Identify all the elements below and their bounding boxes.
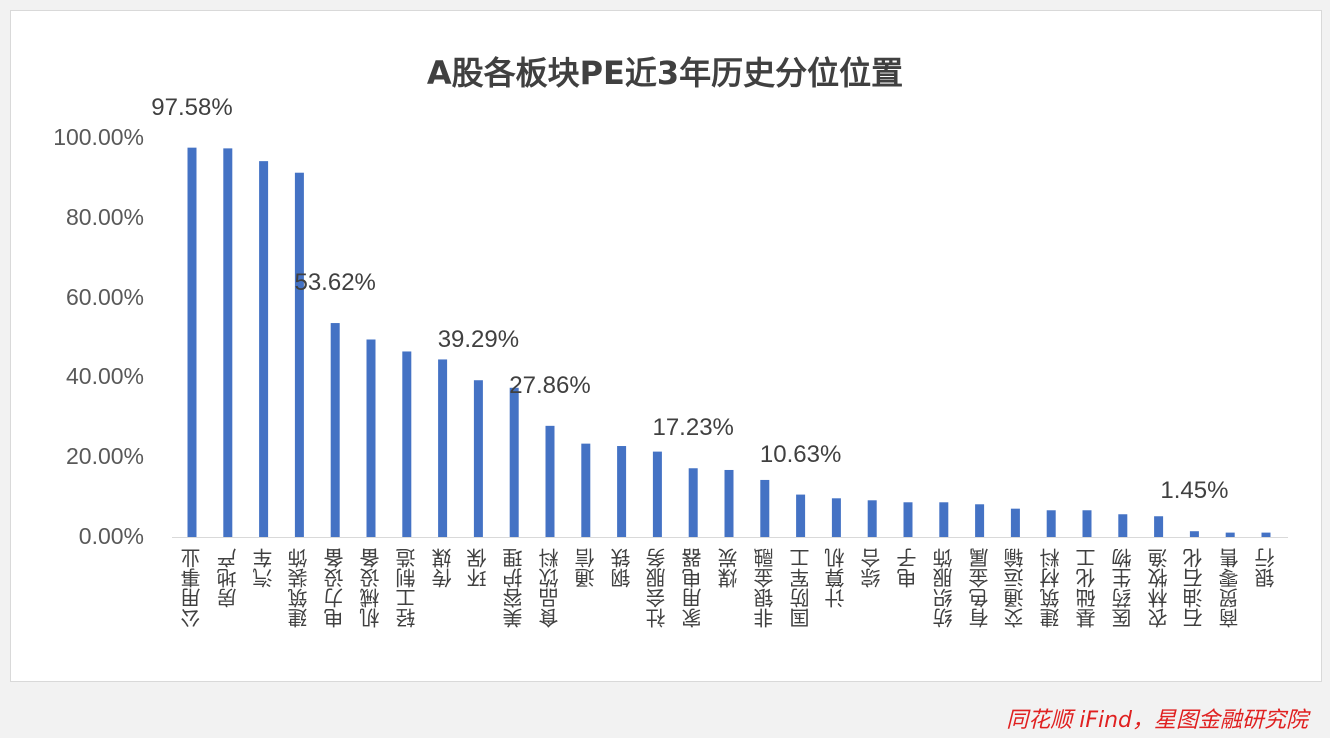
watermark: 同花顺 iFind，星图金融研究院	[1006, 708, 1308, 733]
data-label: 97.58%	[151, 93, 233, 121]
bar-5	[366, 339, 376, 537]
bar-27	[1154, 516, 1164, 537]
bar-12	[617, 446, 627, 537]
bar-26	[1118, 514, 1128, 537]
x-tick-label: 通信	[573, 548, 598, 588]
bar-18	[831, 498, 841, 537]
x-tick-label: 交通运输	[1003, 548, 1028, 628]
y-tick-label: 100.00%	[53, 124, 144, 150]
bar-1	[223, 148, 233, 537]
x-tick-label: 农林牧渔	[1146, 548, 1171, 628]
x-tick-label: 医药生物	[1110, 548, 1135, 628]
bar-20	[903, 502, 913, 537]
bar-7	[438, 359, 448, 537]
bar-23	[1010, 508, 1020, 537]
x-tick-label: 银行	[1254, 548, 1278, 588]
bar-0	[187, 147, 197, 537]
y-tick-label: 40.00%	[65, 363, 144, 390]
bar-17	[796, 494, 806, 537]
x-tick-label: 非银金融	[752, 548, 777, 628]
x-tick-label: 房地产	[215, 548, 240, 608]
x-tick-label: 商贸零售	[1218, 548, 1243, 628]
x-tick-label: 电力设备	[323, 548, 348, 628]
data-label: 27.86%	[509, 371, 591, 399]
bar-3	[294, 172, 304, 537]
x-tick-label: 建筑装饰	[287, 548, 312, 628]
x-tick-label: 石油石化	[1182, 548, 1207, 628]
x-tick-label: 轻工制造	[394, 548, 419, 628]
chart-title: A股各板块PE近3年历史分位位置	[426, 54, 904, 92]
bar-24	[1046, 510, 1056, 537]
bar-6	[402, 351, 412, 537]
x-tick-label: 纺织服饰	[931, 548, 956, 628]
bar-15	[724, 469, 734, 537]
x-tick-label: 汽车	[251, 548, 276, 588]
bar-9	[509, 387, 519, 537]
bar-13	[652, 451, 662, 537]
x-tick-label: 机械设备	[359, 548, 383, 628]
data-label: 10.63%	[759, 440, 842, 468]
y-tick-label: 0.00%	[78, 523, 144, 549]
y-tick-label: 20.00%	[65, 443, 144, 470]
data-label: 1.45%	[1160, 477, 1229, 505]
data-label: 53.62%	[294, 269, 376, 297]
bar-28	[1189, 531, 1199, 537]
x-tick-label: 美容护理	[502, 548, 527, 628]
bar-8	[473, 380, 483, 537]
x-tick-label: 煤炭	[717, 548, 741, 588]
x-tick-label: 有色金属	[967, 548, 992, 628]
x-tick-label: 计算机	[824, 548, 849, 608]
bar-30	[1261, 532, 1271, 537]
x-tick-label: 家用电器	[681, 548, 706, 628]
bar-19	[867, 500, 877, 537]
bar-14	[688, 468, 698, 537]
x-tick-label: 综合	[860, 548, 885, 588]
y-tick-label: 80.00%	[65, 203, 144, 230]
bar-29	[1225, 532, 1235, 537]
bar-11	[581, 443, 591, 537]
x-tick-label: 社会服务	[645, 548, 670, 628]
x-tick-label: 国防军工	[788, 548, 813, 628]
bar-4	[330, 323, 340, 537]
x-tick-label: 传媒	[430, 548, 455, 588]
x-tick-label: 钢铁	[609, 548, 634, 588]
data-label: 39.29%	[437, 326, 520, 354]
x-tick-label: 建筑材料	[1039, 548, 1064, 628]
x-tick-label: 电子	[896, 548, 920, 588]
bar-25	[1082, 510, 1092, 537]
bar-16	[760, 479, 770, 537]
x-tick-label: 食品饮料	[538, 548, 562, 628]
bar-21	[939, 502, 949, 537]
x-tick-label: 公用事业	[180, 548, 204, 628]
bar-2	[259, 161, 269, 537]
y-tick-label: 60.00%	[65, 283, 144, 310]
bar-22	[975, 504, 985, 537]
data-label: 17.23%	[652, 414, 734, 442]
bar-10	[545, 425, 555, 537]
x-tick-label: 基础化工	[1075, 548, 1099, 628]
x-tick-label: 环保	[466, 548, 491, 588]
